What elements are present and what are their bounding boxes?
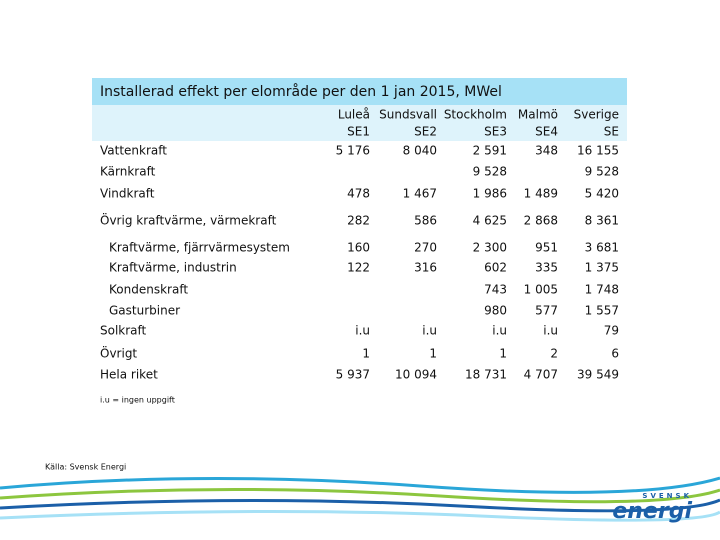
swooshes [0, 476, 720, 522]
cell: 577 [535, 304, 558, 318]
cell: 2 591 [473, 144, 507, 158]
cell: 9 528 [585, 165, 619, 179]
cell: 2 [550, 347, 558, 361]
cell: 9 528 [473, 165, 507, 179]
cell: 6 [611, 347, 619, 361]
column-name: Sverige [574, 108, 619, 122]
cell: i.u [355, 324, 370, 338]
column-name: Sundsvall [379, 108, 437, 122]
row-label: Kondenskraft [109, 283, 188, 297]
cell: 1 748 [585, 283, 619, 297]
cell: 16 155 [577, 144, 619, 158]
cell: 1 [499, 347, 507, 361]
swoosh [0, 487, 720, 504]
cell: 1 467 [403, 187, 437, 201]
cell: 951 [535, 241, 558, 255]
header-band [92, 105, 627, 141]
cell: i.u [543, 324, 558, 338]
cell: 122 [347, 261, 370, 275]
footnote: i.u = ingen uppgift [100, 396, 175, 405]
row-label: Gasturbiner [109, 304, 180, 318]
swoosh [0, 476, 720, 494]
cell: 980 [484, 304, 507, 318]
cell: 18 731 [465, 368, 507, 382]
row-label: Kraftvärme, fjärrvärmesystem [109, 241, 290, 255]
cell: 282 [347, 214, 370, 228]
row-label: Kärnkraft [100, 165, 156, 179]
cell: 1 375 [585, 261, 619, 275]
cell: 1 [429, 347, 437, 361]
cell: 586 [414, 214, 437, 228]
row-label: Vattenkraft [100, 144, 167, 158]
cell: 10 094 [395, 368, 437, 382]
cell: 4 707 [524, 368, 558, 382]
cell: 79 [604, 324, 619, 338]
cell: 478 [347, 187, 370, 201]
row-label: Vindkraft [100, 187, 155, 201]
cell: 5 176 [336, 144, 370, 158]
swoosh [0, 509, 720, 522]
cell: 1 [362, 347, 370, 361]
cell: i.u [422, 324, 437, 338]
cell: 4 625 [473, 214, 507, 228]
cell: 602 [484, 261, 507, 275]
cell: i.u [492, 324, 507, 338]
cell: 3 681 [585, 241, 619, 255]
cell: 2 868 [524, 214, 558, 228]
cell: 1 986 [473, 187, 507, 201]
column-code: SE [604, 125, 619, 139]
cell: 348 [535, 144, 558, 158]
row-label: Övrig kraftvärme, värmekraft [100, 212, 277, 228]
cell: 743 [484, 283, 507, 297]
cell: 39 549 [577, 368, 619, 382]
column-code: SE3 [484, 125, 507, 139]
cell: 1 489 [524, 187, 558, 201]
cell: 1 005 [524, 283, 558, 297]
column-code: SE2 [414, 125, 437, 139]
source: Källa: Svensk Energi [45, 463, 126, 472]
column-code: SE4 [535, 125, 558, 139]
cell: 316 [414, 261, 437, 275]
table-title: Installerad effekt per elområde per den … [100, 83, 502, 100]
swoosh [0, 498, 720, 513]
logo-top: SVENSK [642, 492, 692, 500]
column-name: Luleå [338, 108, 370, 122]
column-code: SE1 [347, 125, 370, 139]
row-label: Hela riket [100, 368, 158, 382]
column-name: Malmö [518, 108, 558, 122]
logo: energi [612, 499, 692, 524]
cell: 8 361 [585, 214, 619, 228]
cell: 335 [535, 261, 558, 275]
column-name: Stockholm [444, 108, 507, 122]
cell: 5 420 [585, 187, 619, 201]
row-label: Solkraft [100, 324, 147, 338]
title-bar [92, 78, 627, 105]
cell: 8 040 [403, 144, 437, 158]
cell: 160 [347, 241, 370, 255]
cell: 1 557 [585, 304, 619, 318]
row-label: Kraftvärme, industrin [109, 261, 237, 275]
cell: 2 300 [473, 241, 507, 255]
row-label: Övrigt [100, 345, 137, 361]
cell: 270 [414, 241, 437, 255]
cell: 5 937 [336, 368, 370, 382]
